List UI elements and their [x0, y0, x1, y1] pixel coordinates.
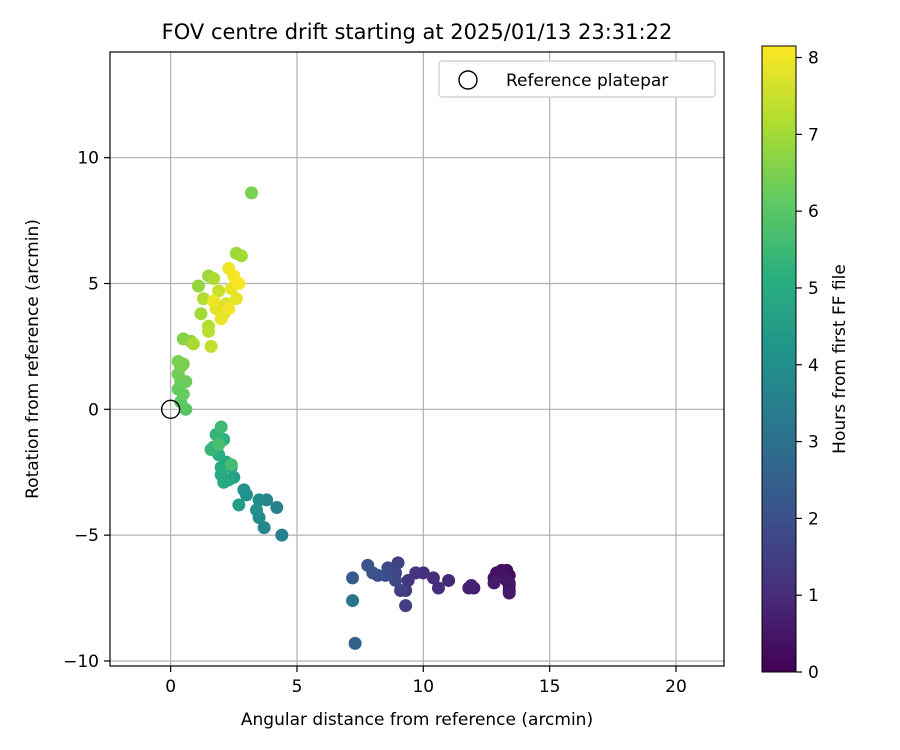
data-point	[270, 500, 284, 514]
data-point	[275, 528, 289, 542]
legend: Reference platepar	[438, 60, 716, 98]
data-point	[207, 271, 221, 285]
data-point	[487, 576, 501, 590]
data-point	[176, 357, 190, 371]
data-point	[212, 284, 226, 298]
data-point	[217, 475, 231, 489]
y-tick-label: −5	[74, 526, 99, 546]
data-point	[502, 586, 516, 600]
colorbar-tick-label: 4	[808, 356, 819, 376]
colorbar: 0 1 2 3 4 5 6 7 8 Hours from first FF file	[761, 45, 850, 683]
data-point	[346, 571, 360, 585]
colorbar-gradient	[761, 45, 797, 673]
data-point	[229, 292, 243, 306]
data-point	[394, 584, 408, 598]
y-tick-label: 10	[77, 149, 99, 169]
data-point	[244, 186, 258, 200]
data-point	[389, 573, 403, 587]
data-point	[346, 594, 360, 608]
data-point	[234, 249, 248, 263]
data-point	[361, 558, 375, 572]
data-point	[232, 498, 246, 512]
legend-box	[438, 60, 716, 98]
data-point	[399, 599, 413, 613]
x-tick-label: 5	[292, 677, 303, 697]
data-point	[214, 312, 228, 326]
data-point	[257, 521, 271, 535]
x-axis-ticks: 0 5 10 15 20	[165, 666, 687, 697]
data-point	[196, 292, 210, 306]
data-point	[464, 578, 478, 592]
reference-platepar-marker	[160, 399, 181, 420]
data-point	[391, 556, 405, 570]
legend-open-circle-icon	[458, 70, 478, 90]
data-point	[176, 387, 190, 401]
y-axis-ticks: −10 −5 0 5 10	[63, 149, 110, 672]
data-point	[237, 483, 251, 497]
data-point	[401, 573, 415, 587]
x-tick-label: 0	[165, 677, 176, 697]
colorbar-tick-label: 2	[808, 509, 819, 529]
data-points	[171, 186, 516, 650]
data-point	[348, 636, 362, 650]
data-point	[426, 571, 440, 585]
x-tick-label: 20	[665, 677, 687, 697]
data-point	[222, 302, 236, 316]
x-axis-label: Angular distance from reference (arcmin)	[241, 710, 593, 730]
data-point	[431, 581, 445, 595]
data-point	[212, 438, 226, 452]
data-point	[214, 460, 228, 474]
y-tick-label: 0	[88, 400, 99, 420]
plot-frame	[109, 51, 725, 667]
colorbar-tick-label: 1	[808, 586, 819, 606]
colorbar-tick-label: 8	[808, 49, 819, 69]
colorbar-tick-label: 5	[808, 279, 819, 299]
colorbar-tick-label: 3	[808, 433, 819, 453]
data-point	[232, 277, 246, 291]
chart-title: FOV centre drift starting at 2025/01/13 …	[162, 20, 673, 44]
grid-lines	[110, 52, 724, 666]
data-point	[186, 337, 200, 351]
y-tick-label: −10	[63, 652, 99, 672]
x-tick-label: 15	[539, 677, 561, 697]
data-point	[204, 339, 218, 353]
x-tick-label: 10	[412, 677, 434, 697]
legend-label: Reference platepar	[506, 71, 668, 91]
data-point	[502, 576, 516, 590]
colorbar-tick-label: 6	[808, 202, 819, 222]
colorbar-tick-label: 7	[808, 125, 819, 145]
colorbar-tick-label: 0	[808, 663, 819, 683]
data-point	[224, 458, 238, 472]
data-point	[214, 420, 228, 434]
data-point	[207, 294, 221, 308]
colorbar-label: Hours from first FF file	[830, 264, 850, 454]
data-point	[250, 503, 264, 517]
data-point	[442, 573, 456, 587]
y-axis-label: Rotation from reference (arcmin)	[23, 219, 43, 499]
colorbar-ticks: 0 1 2 3 4 5 6 7 8	[796, 49, 819, 683]
data-point	[252, 493, 266, 507]
y-tick-label: 5	[88, 275, 99, 295]
data-point	[202, 324, 216, 338]
data-point	[191, 279, 205, 293]
data-point	[194, 307, 208, 321]
